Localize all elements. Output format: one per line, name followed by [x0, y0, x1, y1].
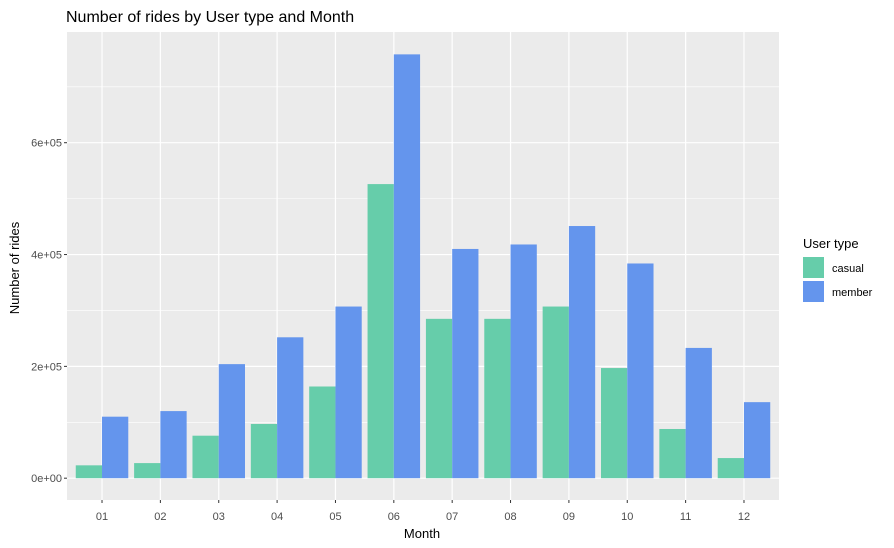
x-tick-label: 12: [738, 511, 750, 523]
y-tick-label: 0e+00: [31, 473, 62, 485]
bar-member-02: [160, 411, 187, 479]
x-tick-label: 03: [213, 511, 225, 523]
bar-casual-03: [192, 435, 219, 479]
bar-casual-09: [542, 306, 569, 479]
x-tick-label: 04: [271, 511, 283, 523]
y-axis-ticks: 0e+00 2e+05 4e+05 6e+05: [31, 138, 67, 485]
legend-swatch-casual: [803, 257, 824, 278]
x-tick-label: 08: [504, 511, 516, 523]
bar-casual-05: [309, 386, 336, 479]
legend-title: User type: [803, 236, 859, 251]
bar-casual-11: [659, 428, 686, 479]
bar-member-11: [685, 347, 712, 479]
bar-member-06: [393, 54, 421, 479]
bar-member-05: [335, 306, 362, 479]
bar-member-10: [627, 263, 654, 479]
bar-member-04: [277, 337, 304, 479]
bar-casual-02: [134, 463, 161, 479]
y-tick-label: 4e+05: [31, 250, 62, 262]
bar-member-07: [452, 248, 479, 479]
bar-casual-04: [250, 423, 278, 479]
bars: [75, 54, 771, 479]
bar-casual-10: [601, 368, 628, 479]
legend-label-member: member: [832, 287, 873, 299]
x-tick-label: 01: [96, 511, 108, 523]
x-axis-label: Month: [404, 526, 440, 541]
x-tick-label: 06: [388, 511, 400, 523]
chart-title: Number of rides by User type and Month: [66, 9, 354, 26]
bar-casual-12: [717, 458, 744, 479]
bar-casual-07: [425, 318, 453, 479]
y-axis-label: Number of rides: [7, 221, 22, 314]
legend-swatch-member: [803, 281, 824, 302]
x-axis-ticks: 01 02 03 04 05 06 07 08 09 10 11 12: [96, 500, 750, 523]
bar-member-01: [102, 416, 129, 479]
x-tick-label: 10: [621, 511, 633, 523]
bar-casual-08: [484, 318, 511, 479]
x-tick-label: 11: [680, 511, 691, 523]
legend-label-casual: casual: [832, 263, 864, 275]
x-tick-label: 02: [154, 511, 166, 523]
bar-member-08: [510, 244, 537, 479]
legend: User type casual member: [803, 236, 873, 302]
bar-member-12: [743, 402, 771, 479]
y-tick-label: 6e+05: [31, 138, 62, 150]
bar-member-09: [568, 226, 596, 479]
x-tick-label: 09: [563, 511, 575, 523]
bar-casual-01: [75, 465, 103, 479]
bar-member-03: [218, 364, 245, 479]
x-tick-label: 07: [446, 511, 458, 523]
y-tick-label: 2e+05: [31, 361, 62, 373]
x-tick-label: 05: [329, 511, 341, 523]
bar-casual-06: [367, 184, 394, 479]
